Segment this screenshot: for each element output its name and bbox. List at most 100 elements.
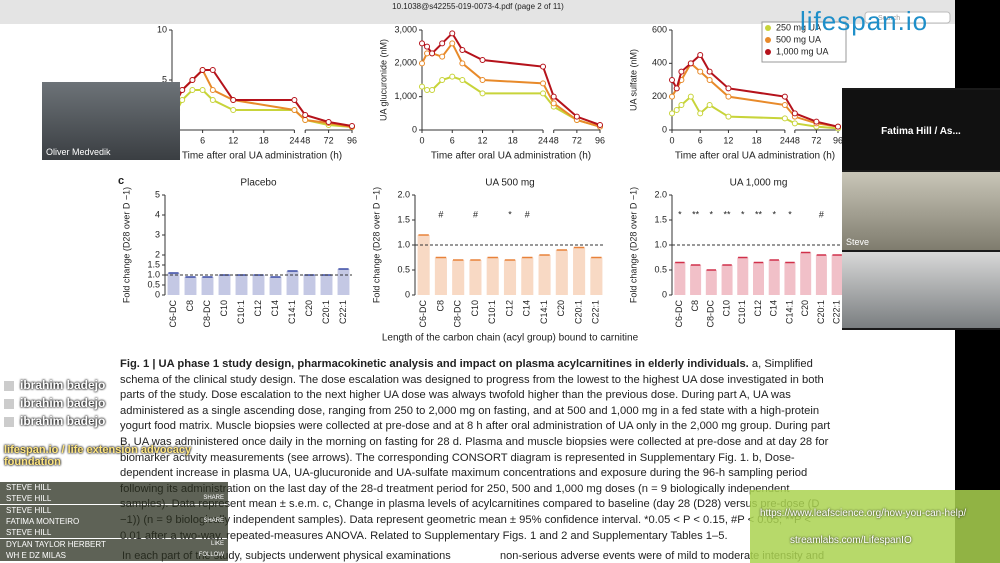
- legend-label: 1,000 mg UA: [776, 46, 829, 56]
- legend-marker: [765, 49, 771, 55]
- y-tick-label: 2.0: [397, 189, 410, 199]
- data-point: [781, 102, 788, 108]
- bar: [184, 277, 197, 295]
- data-point: [302, 112, 309, 118]
- viewer-name: WH E DZ MILAS: [6, 550, 67, 560]
- x-tick-label: 96: [347, 135, 357, 145]
- legend-label: 500 mg UA: [776, 34, 821, 44]
- y-tick-label: 10: [157, 24, 167, 34]
- bar: [235, 275, 248, 295]
- window-title: 10.1038@s42255-019-0073-4.pdf (page 2 of…: [392, 2, 564, 11]
- data-point: [291, 97, 298, 103]
- link[interactable]: https://www.leafscience.org/how-you-can-…: [760, 508, 967, 519]
- body-text: non-serious adverse events were of mild …: [500, 550, 824, 562]
- search-placeholder[interactable]: Search: [878, 15, 900, 22]
- x-tick-label: C8: [435, 300, 445, 312]
- data-point: [459, 77, 466, 83]
- bar: [800, 252, 812, 295]
- viewer-name: STEVE HILL: [6, 483, 52, 492]
- bar: [573, 247, 586, 295]
- y-tick-label: 3: [155, 229, 160, 239]
- y-tick-label: 1.5: [147, 259, 160, 269]
- bar: [417, 235, 430, 295]
- logo: lifespan.io: [800, 6, 929, 36]
- chat-author: ibrahim badejo: [20, 396, 106, 410]
- x-tick-label: C20:1: [573, 300, 583, 324]
- data-point: [573, 113, 580, 120]
- annotation: #: [525, 209, 530, 219]
- data-point: [550, 93, 557, 100]
- x-tick-label: C6-DC: [674, 300, 684, 328]
- y-tick-label: 2,000: [394, 58, 417, 68]
- bar: [674, 262, 686, 295]
- annotation: **: [724, 209, 732, 219]
- chart-title: Placebo: [240, 178, 277, 189]
- bar: [721, 265, 733, 295]
- pdf-page: 10.1038@s42255-019-0073-4.pdf (page 2 of…: [0, 0, 955, 563]
- y-axis-label: UA glucuronide (nM): [378, 39, 388, 121]
- y-tick-label: 3,000: [394, 24, 417, 34]
- viewer-row: DYLAN TAYLOR HERBERT LIKE: [0, 538, 228, 550]
- bar: [503, 260, 517, 295]
- viewer-row: FATIMA MONTEIRO SHARE: [0, 515, 228, 527]
- bar: [705, 270, 717, 295]
- bar: [521, 257, 534, 295]
- data-point: [687, 60, 694, 67]
- data-point: [697, 52, 704, 58]
- x-tick-label: C20:1: [816, 300, 826, 324]
- data-point: [669, 110, 675, 117]
- viewer-action: SHARE: [203, 517, 224, 524]
- annotation: #: [438, 209, 443, 219]
- data-point: [459, 60, 466, 67]
- x-tick-label: 96: [595, 135, 605, 145]
- bar: [590, 257, 603, 295]
- x-tick-label: C6-DC: [168, 300, 178, 328]
- x-tick-label: C14: [270, 300, 280, 317]
- x-tick-label: 12: [478, 135, 488, 145]
- bar: [831, 255, 843, 295]
- bar: [434, 257, 447, 295]
- x-tick-label: 72: [811, 135, 821, 145]
- x-tick-label: C10:1: [737, 300, 747, 324]
- data-point: [429, 87, 436, 93]
- link[interactable]: streamlabs.com/LifespanIO: [790, 535, 912, 546]
- data-point: [302, 117, 309, 123]
- x-tick-label: 24: [780, 135, 790, 145]
- video-tile: [842, 252, 1000, 328]
- x-tick-label: C12: [253, 300, 263, 317]
- x-tick-label: C8-DC: [453, 300, 463, 328]
- chart-title: UA 500 mg: [485, 178, 534, 189]
- data-point: [424, 43, 431, 50]
- x-tick-label: C14: [769, 300, 779, 317]
- x-tick-label: C14:1: [287, 300, 297, 324]
- viewer-name: STEVE HILL: [6, 528, 52, 538]
- x-tick-label: C22:1: [591, 300, 601, 324]
- annotation: **: [692, 209, 700, 219]
- search-box[interactable]: [864, 11, 951, 24]
- bar: [167, 273, 180, 295]
- data-point: [419, 40, 425, 47]
- panel-label: c: [118, 175, 124, 187]
- data-point: [678, 102, 685, 108]
- data-point: [449, 30, 456, 37]
- data-point: [199, 67, 206, 73]
- data-point: [349, 123, 355, 129]
- annotation: **: [755, 209, 763, 219]
- x-tick-label: C8: [185, 300, 195, 312]
- data-point: [725, 113, 732, 120]
- x-tick-label: C20:1: [321, 300, 331, 324]
- chat-author: ibrahim badejo: [20, 414, 106, 428]
- data-point: [230, 97, 237, 103]
- x-tick-label: 12: [228, 135, 238, 145]
- annotation: #: [473, 209, 478, 219]
- viewer-name: STEVE HILL: [6, 494, 52, 504]
- y-tick-label: 0.5: [147, 279, 160, 289]
- y-tick-label: 2.0: [654, 189, 667, 199]
- data-point: [419, 83, 425, 90]
- y-tick-label: 0.5: [654, 264, 667, 274]
- bar: [252, 275, 265, 295]
- bar: [469, 260, 482, 295]
- data-point: [209, 87, 216, 93]
- links-box: https://www.leafscience.org/how-you-can-…: [750, 490, 1000, 563]
- annotation: *: [772, 209, 776, 219]
